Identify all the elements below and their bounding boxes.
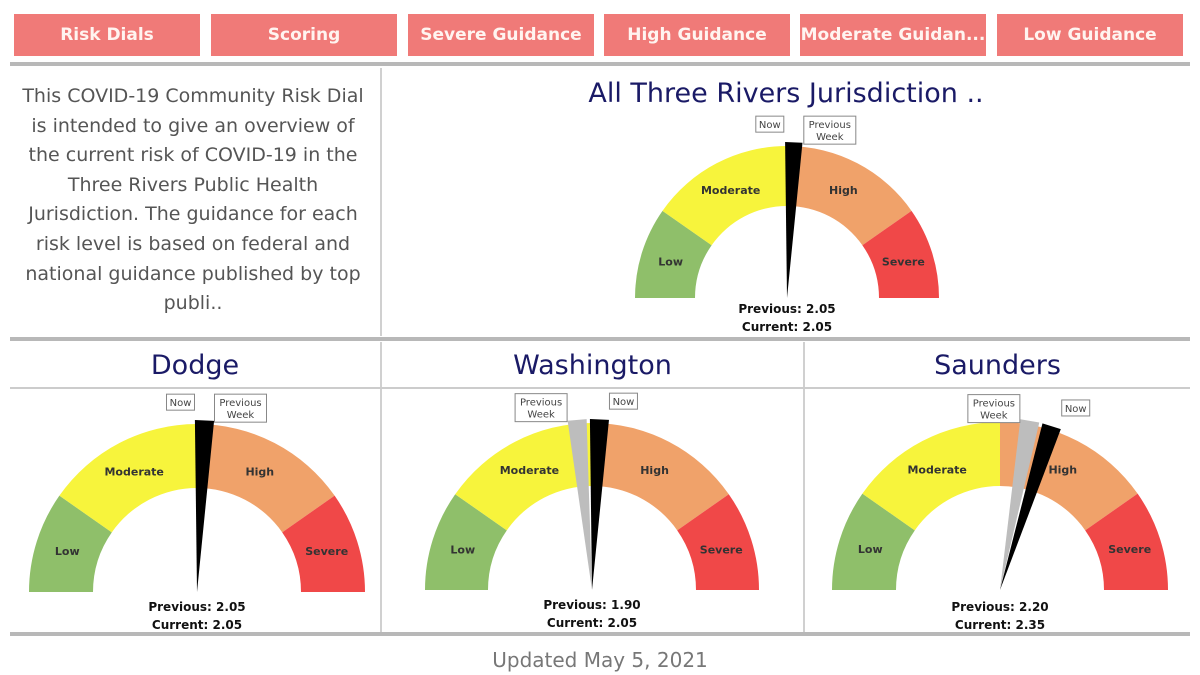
previous-value: Previous: 2.20 — [951, 600, 1048, 614]
jurisdiction-title: All Three Rivers Jurisdiction .. — [588, 78, 984, 109]
current-value: Current: 2.35 — [955, 618, 1045, 632]
previous-value: Previous: 2.05 — [148, 600, 245, 614]
gauge-segment-severe — [1085, 493, 1168, 590]
now-callout: Now — [755, 115, 785, 133]
callout-text: Previous — [520, 398, 562, 409]
segment-label: Moderate — [500, 464, 559, 477]
current-value: Current: 2.05 — [547, 616, 637, 630]
description-text: This COVID-19 Community Risk Dial is int… — [22, 85, 364, 315]
segment-label: High — [1048, 463, 1077, 476]
segment-label: Low — [450, 543, 475, 556]
gauge-segment-low — [832, 493, 915, 590]
gauge-segment-moderate — [59, 424, 197, 533]
gauge-segment-severe — [677, 494, 759, 590]
segment-label: Severe — [700, 543, 743, 556]
gauge-segment-high — [787, 146, 912, 246]
nav-high-guidance-button[interactable]: High Guidance — [604, 14, 790, 56]
callout-box — [803, 115, 857, 145]
current-value: Current: 2.05 — [152, 618, 242, 632]
previous-value: Previous: 2.05 — [738, 302, 835, 316]
callout-box — [514, 393, 568, 423]
gauge-segment-low — [635, 210, 712, 298]
callout-box — [608, 392, 638, 410]
current-needle — [785, 142, 803, 298]
saunders-title: Saunders — [934, 350, 1061, 381]
updated-date: Updated May 5, 2021 — [492, 648, 708, 672]
gauge-segment-moderate — [662, 146, 787, 246]
callout-text: Now — [759, 120, 781, 131]
nav-severe-guidance-button[interactable]: Severe Guidance — [408, 14, 594, 56]
nav-moderate-guidance-button[interactable]: Moderate Guidan... — [800, 14, 986, 56]
nav-scoring-button[interactable]: Scoring — [211, 14, 397, 56]
now-callout: Now — [166, 393, 196, 411]
divider — [10, 387, 1190, 389]
divider — [380, 68, 382, 336]
divider — [10, 632, 1190, 636]
callout-text: Now — [170, 398, 192, 409]
segment-label: High — [640, 464, 669, 477]
previous-value: Previous: 1.90 — [543, 598, 640, 612]
callout-box — [214, 393, 268, 423]
gauge-segment-low — [425, 494, 507, 590]
segment-label: Severe — [882, 255, 925, 268]
segment-label: Severe — [305, 545, 348, 558]
current-value: Current: 2.05 — [742, 320, 832, 334]
callout-text: Now — [1065, 404, 1087, 415]
gauge-segment-severe — [862, 210, 939, 298]
gauge-segment-moderate — [455, 423, 592, 531]
callout-text: Previous — [809, 120, 851, 131]
segment-label: Low — [858, 543, 883, 556]
gauge-segment-moderate — [862, 422, 1000, 531]
callout-box — [166, 393, 196, 411]
callout-text: Previous — [219, 398, 261, 409]
current-needle — [1000, 423, 1061, 590]
gauge-segment-high — [197, 424, 335, 533]
previous-needle — [1000, 419, 1040, 590]
current-needle — [194, 420, 215, 592]
segment-label: High — [829, 184, 858, 197]
segment-label: Moderate — [701, 184, 760, 197]
callout-box — [967, 394, 1021, 424]
gauge-segment-low — [29, 495, 112, 592]
segment-label: Low — [658, 255, 683, 268]
divider — [803, 342, 805, 632]
dodge-title: Dodge — [150, 350, 240, 381]
current-needle — [589, 419, 609, 590]
segment-label: Moderate — [907, 463, 966, 476]
segment-label: High — [245, 465, 274, 478]
divider — [380, 342, 382, 632]
callout-text: Week — [227, 410, 255, 421]
callout-box — [755, 115, 785, 133]
nav-low-guidance-button[interactable]: Low Guidance — [997, 14, 1183, 56]
callout-text: Previous — [973, 399, 1015, 410]
nav-risk-dials-button[interactable]: Risk Dials — [14, 14, 200, 56]
divider — [10, 62, 1190, 66]
callout-text: Now — [613, 397, 635, 408]
callout-text: Week — [816, 132, 844, 143]
divider — [10, 337, 1190, 341]
callout-box — [1061, 399, 1091, 417]
now-callout: Now — [1061, 399, 1091, 417]
previous-needle — [567, 419, 592, 590]
gauge-segment-high — [592, 423, 729, 531]
callout-text: Week — [527, 410, 555, 421]
gauge-segment-severe — [282, 495, 365, 592]
segment-label: Severe — [1108, 543, 1151, 556]
gauge-segment-high — [1000, 422, 1138, 531]
washington-title: Washington — [513, 350, 672, 381]
now-callout: Now — [608, 392, 638, 410]
callout-text: Week — [980, 411, 1008, 422]
segment-label: Moderate — [104, 465, 163, 478]
segment-label: Low — [55, 545, 80, 558]
